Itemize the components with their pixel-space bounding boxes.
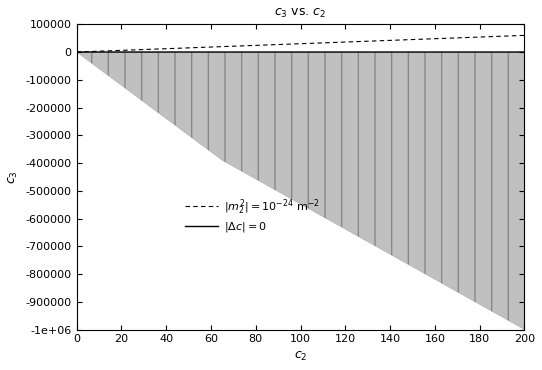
- Legend: $|m_2^2|=10^{-24}$ m$^{-2}$, $|\Delta c|=0$: $|m_2^2|=10^{-24}$ m$^{-2}$, $|\Delta c|…: [180, 193, 324, 239]
- X-axis label: $c_2$: $c_2$: [294, 350, 307, 363]
- Y-axis label: $c_3$: $c_3$: [7, 170, 20, 184]
- Title: $c_3$ vs. $c_2$: $c_3$ vs. $c_2$: [274, 7, 327, 20]
